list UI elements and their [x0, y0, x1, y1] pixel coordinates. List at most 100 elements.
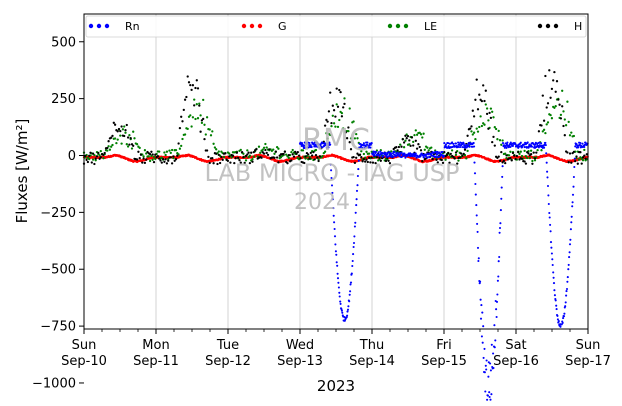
point-rn [489, 369, 492, 372]
point-h [181, 120, 184, 123]
point-h [220, 155, 223, 159]
point-h [397, 145, 401, 149]
point-le [466, 149, 469, 153]
point-rn [390, 153, 393, 156]
point-h [88, 154, 91, 157]
point-rn [567, 268, 570, 271]
point-rn [333, 227, 336, 231]
point-rn [452, 142, 455, 145]
point-h [216, 162, 219, 166]
point-h [200, 119, 204, 122]
point-le [287, 156, 290, 160]
point-le [484, 103, 487, 106]
point-rn [331, 191, 334, 194]
point-h [113, 123, 117, 126]
point-rn [555, 304, 558, 307]
point-h [119, 129, 122, 133]
legend: Rn G LE H [85, 15, 587, 38]
point-h [370, 156, 373, 159]
legend-marker [241, 23, 247, 29]
point-rn [357, 168, 360, 171]
point-le [575, 156, 578, 160]
point-le [479, 115, 482, 118]
y-tick-label: −750 [40, 320, 76, 335]
point-le [501, 139, 504, 142]
point-rn [552, 276, 555, 279]
point-h [568, 152, 572, 155]
point-le [507, 154, 511, 157]
point-h [418, 145, 421, 149]
point-le [119, 134, 122, 137]
point-le [301, 149, 305, 152]
point-le [554, 104, 557, 108]
point-le [181, 137, 184, 141]
point-h [246, 153, 249, 156]
x-tick-label-day: Mon [142, 338, 169, 353]
point-h [523, 160, 526, 163]
point-rn [386, 152, 389, 155]
point-h [497, 155, 500, 158]
point-le [487, 119, 490, 122]
point-h [579, 151, 582, 154]
point-rn [308, 143, 311, 147]
point-h [331, 104, 334, 107]
point-rn [337, 281, 340, 284]
point-h [110, 136, 113, 139]
point-rn [349, 281, 353, 284]
point-le [135, 143, 139, 146]
point-rn [370, 142, 373, 145]
point-h [156, 154, 160, 158]
point-rn [404, 156, 407, 159]
point-h [85, 158, 88, 162]
point-h [412, 144, 415, 147]
point-rn [335, 253, 338, 256]
point-le [130, 147, 134, 150]
point-h [95, 155, 99, 158]
point-le [132, 130, 135, 133]
point-rn [571, 193, 575, 196]
point-h [161, 157, 165, 161]
point-h [581, 156, 585, 159]
point-le [564, 124, 568, 127]
point-h [125, 123, 128, 127]
point-h [480, 99, 484, 103]
point-h [563, 134, 566, 137]
point-rn [526, 141, 529, 144]
point-rn [574, 145, 577, 148]
point-rn [575, 142, 578, 146]
watermark-line-1: RMC [302, 123, 370, 158]
point-rn [352, 245, 355, 249]
point-rn [309, 144, 312, 147]
point-rn [569, 228, 572, 231]
point-h [384, 159, 388, 163]
point-h [145, 158, 148, 161]
grid-lines [155, 14, 517, 329]
x-tick-label-date: Sep-17 [565, 354, 611, 369]
point-rn [308, 141, 311, 145]
point-rn [573, 157, 576, 160]
point-h [89, 151, 92, 154]
point-le [426, 146, 429, 149]
point-le [215, 148, 218, 151]
point-rn [336, 272, 339, 275]
point-rn [548, 216, 551, 219]
point-h [436, 161, 439, 164]
point-le [494, 127, 498, 131]
point-h [308, 157, 311, 160]
point-h [531, 162, 534, 165]
point-le [529, 149, 533, 152]
point-h [349, 148, 353, 151]
point-h [303, 161, 306, 165]
x-tick-label-day: Thu [359, 338, 384, 353]
point-rn [565, 287, 569, 291]
point-h [235, 151, 239, 154]
point-le [408, 143, 411, 146]
point-le [518, 152, 521, 156]
y-tick-label: −250 [40, 206, 76, 221]
point-h [180, 115, 183, 118]
x-tick-label-date: Sep-14 [349, 354, 395, 369]
y-tick-label: −500 [40, 263, 76, 278]
point-h [205, 149, 209, 152]
point-rn [545, 152, 548, 155]
point-rn [583, 145, 586, 149]
